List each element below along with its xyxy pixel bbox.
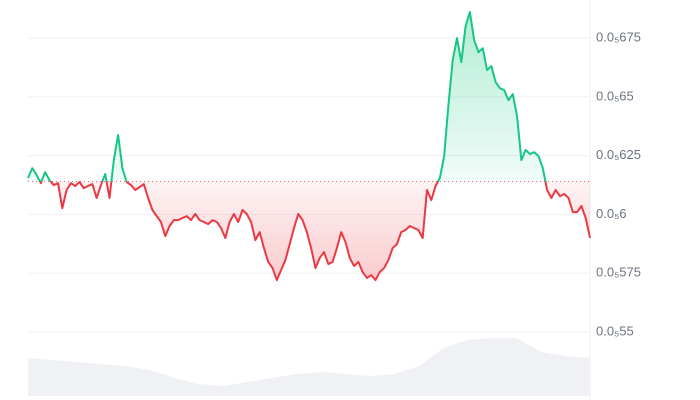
volume-area <box>28 338 590 396</box>
y-tick-label: 0.0₅55 <box>596 323 634 338</box>
price-area <box>28 11 590 281</box>
y-tick-label: 0.0₅6 <box>596 206 627 221</box>
price-line <box>27 10 591 282</box>
y-tick-label: 0.0₅625 <box>596 147 641 162</box>
y-tick-label: 0.0₅65 <box>596 88 634 103</box>
y-tick-label: 0.0₅675 <box>596 30 641 45</box>
y-tick-label: 0.0₅575 <box>596 265 641 280</box>
